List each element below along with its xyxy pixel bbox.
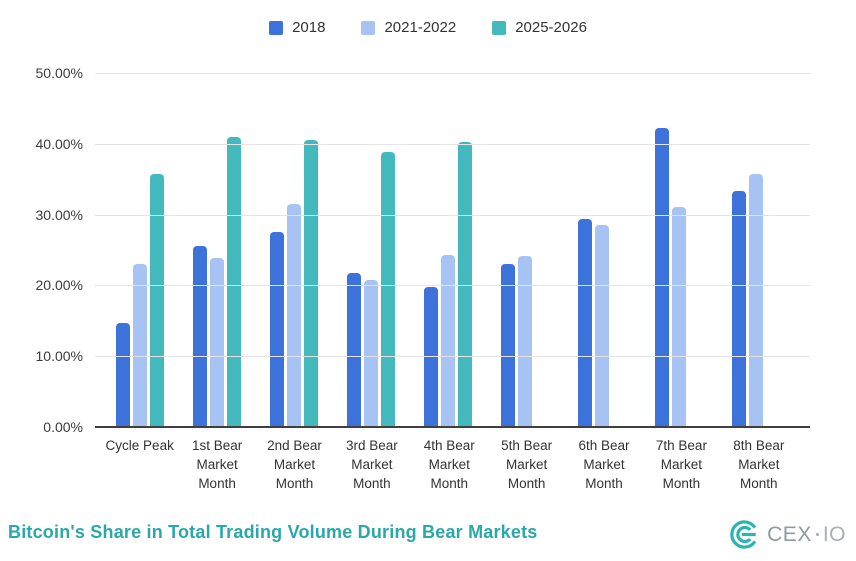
plot-area (95, 73, 810, 428)
y-tick-label: 10.00% (35, 348, 83, 365)
y-tick-label: 50.00% (35, 65, 83, 81)
bar-group (116, 73, 164, 427)
legend-label: 2021-2022 (384, 19, 457, 36)
bar (227, 137, 241, 427)
x-axis-labels: Cycle Peak 1st Bear Market Month 2nd Bear … (101, 436, 798, 493)
legend-item: 2021-2022 (361, 19, 456, 36)
legend-item: 2018 (269, 19, 325, 36)
bar (381, 152, 395, 427)
legend-swatch (361, 20, 376, 35)
y-tick-label: 0.00% (43, 419, 83, 435)
gridline (95, 356, 810, 358)
bar-group (732, 73, 780, 427)
bar (501, 264, 515, 427)
gridline (95, 73, 810, 74)
x-tick-label: 5th Bear Market Month (501, 438, 553, 492)
bar (518, 256, 532, 427)
bar (364, 279, 378, 427)
x-tick-label: 2nd Bear Market Month (267, 438, 322, 492)
cex-logo-icon (729, 519, 760, 550)
bar-group (193, 73, 241, 427)
logo-separator-dot (815, 533, 819, 536)
bar (458, 142, 472, 427)
x-tick-label: 3rd Bear Market Month (345, 438, 398, 492)
brand-name: CEX (767, 522, 812, 546)
brand-text: CEX IO (767, 523, 846, 547)
brand-logo: CEX IO (729, 519, 846, 550)
bar (347, 273, 361, 427)
legend-swatch (269, 20, 284, 35)
bar (116, 322, 130, 427)
bar (441, 254, 455, 427)
legend-swatch (492, 20, 507, 35)
x-tick-label: 4th Bear Market Month (423, 438, 475, 492)
gridline (95, 214, 810, 216)
bar (270, 231, 284, 427)
x-tick-label: 6th Bear Market Month (578, 438, 630, 492)
bar (655, 128, 669, 427)
gridline (95, 285, 810, 287)
bar-group (424, 73, 472, 427)
bar (150, 173, 164, 427)
bar-group (270, 73, 318, 427)
y-tick-label: 20.00% (35, 277, 83, 294)
y-tick-label: 40.00% (35, 135, 83, 152)
bar (193, 246, 207, 427)
bar (133, 264, 147, 427)
legend-label: 2025-2026 (515, 19, 587, 36)
x-tick-label: Cycle Peak (105, 438, 174, 453)
legend-item: 2025-2026 (492, 19, 587, 36)
bar (287, 203, 301, 427)
y-tick-label: 30.00% (35, 206, 83, 223)
bar-group (501, 73, 549, 427)
bar-group (655, 73, 703, 427)
y-axis-labels: 50.00% 40.00% 30.00% 20.00% 10.00% 0.00% (0, 65, 83, 435)
chart-title: Bitcoin's Share in Total Trading Volume … (8, 522, 538, 542)
bar (304, 140, 318, 427)
bar (595, 224, 609, 427)
legend: 2018 2021-2022 2025-2026 (0, 19, 856, 36)
bar-groups (116, 73, 780, 427)
brand-suffix: IO (822, 522, 846, 546)
bar-group (347, 73, 395, 427)
x-tick-label: 8th Bear Market Month (733, 438, 785, 492)
x-axis-line (95, 426, 810, 428)
gridline (95, 143, 810, 145)
bar (210, 257, 224, 427)
x-tick-label: 1st Bear Market Month (191, 438, 243, 492)
bar (749, 174, 763, 427)
legend-label: 2018 (292, 19, 326, 36)
bar (578, 218, 592, 427)
bar-group (578, 73, 626, 427)
x-tick-label: 7th Bear Market Month (655, 438, 707, 492)
bar (732, 190, 746, 427)
bar (672, 206, 686, 427)
